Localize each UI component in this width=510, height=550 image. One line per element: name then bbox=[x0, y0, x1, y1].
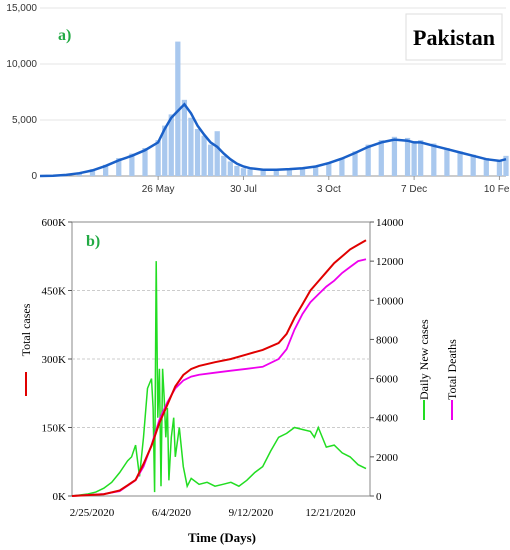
panel-a-bar bbox=[326, 162, 332, 176]
title-box bbox=[405, 13, 503, 61]
left-axis-title: Total cases bbox=[19, 303, 33, 356]
panel-a-bar bbox=[365, 144, 371, 176]
right-axis-title-2-group: Total Deaths bbox=[445, 339, 459, 400]
panel-b-right-tick-label: 0 bbox=[376, 491, 382, 503]
panel-b-right-tick-label: 10000 bbox=[376, 295, 404, 307]
panel-a-average-line bbox=[39, 102, 507, 178]
panel-a-y-tick-label: 15,000 bbox=[6, 3, 37, 14]
total-cases-line bbox=[71, 239, 367, 497]
panel-a-bar bbox=[483, 158, 489, 176]
right-axis-title-1-group: Daily New cases bbox=[417, 319, 431, 400]
panel-a-bar bbox=[142, 148, 148, 176]
panel-b-x-tick-label: 12/21/2020 bbox=[305, 507, 356, 519]
panel-a-x-tick-label: 7 Dec bbox=[401, 184, 427, 195]
panel-a-bar bbox=[411, 141, 417, 176]
panel-b-label: b) bbox=[86, 233, 100, 250]
panel-a-bar bbox=[273, 169, 279, 176]
panel-a-bar bbox=[404, 137, 411, 176]
panel-a-bar bbox=[457, 151, 463, 176]
panel-a-bar bbox=[208, 144, 214, 176]
panel-b-left-tick-label: 450K bbox=[42, 286, 67, 298]
left-axis-title-group: Total cases bbox=[19, 303, 33, 356]
panel-a-bar bbox=[103, 164, 109, 176]
panel-a-bar bbox=[470, 154, 476, 176]
panel-a-bar bbox=[339, 158, 345, 176]
panel-a: 0 5,000 10,000 15,000 26 May 30 Jul 3 Oct 7 De… bbox=[6, 3, 510, 195]
right-axis-title-daily: Daily New cases bbox=[417, 319, 431, 400]
panel-a-bar bbox=[240, 168, 247, 176]
panel-b-x-tick-label: 9/12/2020 bbox=[229, 507, 274, 519]
x-axis-title: Time (Days) bbox=[188, 530, 256, 545]
panel-a-bar bbox=[313, 165, 319, 176]
panel-a-bar bbox=[89, 169, 96, 176]
panel-a-y-tick-label: 10,000 bbox=[6, 59, 37, 70]
panel-b-x-tick-label: 2/25/2020 bbox=[70, 507, 115, 519]
panel-b-right-ticks: 0 2000 4000 6000 8000 10000 12000 14000 bbox=[370, 217, 404, 503]
panel-a-bar bbox=[247, 169, 253, 176]
panel-a-bar bbox=[155, 140, 161, 176]
panel-a-bar bbox=[260, 170, 266, 176]
right-axis-title-deaths: Total Deaths bbox=[445, 339, 459, 400]
panel-a-bar bbox=[181, 99, 188, 176]
panel-a-bar bbox=[201, 135, 207, 176]
daily-new-cases-line bbox=[71, 261, 367, 497]
panel-b-left-tick-label: 300K bbox=[42, 354, 67, 366]
panel-a-label: a) bbox=[58, 27, 71, 44]
panel-a-bar bbox=[129, 153, 135, 176]
panel-a-x-tick-label: 26 May bbox=[142, 184, 175, 195]
panel-a-y-ticks: 0 5,000 10,000 15,000 bbox=[6, 3, 37, 182]
panel-a-x-ticks: 26 May 30 Jul 3 Oct 7 Dec 10 Feb bbox=[142, 176, 510, 195]
panel-b-left-tick-label: 0K bbox=[53, 491, 67, 503]
panel-b-x-ticks: 2/25/2020 6/4/2020 9/12/2020 12/21/2020 bbox=[70, 507, 356, 519]
panel-b-right-tick-label: 8000 bbox=[376, 334, 399, 346]
panel-b-right-tick-label: 6000 bbox=[376, 374, 399, 386]
panel-a-bar bbox=[234, 165, 240, 176]
panel-a-y-tick-label: 5,000 bbox=[12, 115, 37, 126]
panel-a-x-tick-label: 30 Jul bbox=[230, 184, 257, 195]
panel-a-bar bbox=[227, 161, 233, 176]
chart-title: Pakistan bbox=[413, 25, 495, 50]
panel-b: 0K 150K 300K 450K 600K 0 2000 4000 6000 8000 1000… bbox=[19, 217, 459, 545]
panel-a-bar bbox=[352, 151, 358, 176]
panel-a-bar bbox=[194, 128, 201, 176]
panel-b-right-tick-label: 12000 bbox=[376, 256, 404, 268]
panel-a-bar bbox=[188, 117, 194, 176]
panel-a-bars bbox=[50, 41, 509, 176]
panel-b-x-tick-label: 6/4/2020 bbox=[152, 507, 192, 519]
panel-a-x-tick-label: 10 Feb bbox=[484, 184, 510, 195]
panel-b-left-tick-label: 600K bbox=[42, 217, 67, 229]
panel-a-bar bbox=[503, 155, 509, 176]
panel-a-bar bbox=[162, 125, 168, 176]
panel-a-y-tick-label: 0 bbox=[31, 171, 37, 182]
panel-a-bar bbox=[391, 136, 398, 176]
panel-a-bar bbox=[168, 114, 174, 176]
panel-b-right-tick-label: 14000 bbox=[376, 217, 404, 229]
panel-b-left-tick-label: 150K bbox=[42, 423, 67, 435]
panel-a-bar bbox=[431, 143, 437, 176]
panel-a-bar bbox=[116, 158, 122, 176]
panel-a-bar bbox=[378, 140, 384, 176]
panel-b-right-tick-label: 2000 bbox=[376, 452, 399, 464]
panel-a-bar bbox=[418, 140, 424, 176]
panel-b-left-ticks: 0K 150K 300K 450K 600K bbox=[42, 217, 72, 503]
panel-b-plot-area bbox=[71, 221, 371, 497]
panel-a-bar bbox=[221, 155, 227, 176]
panel-a-bar bbox=[175, 41, 181, 176]
panel-b-right-tick-label: 4000 bbox=[376, 413, 399, 425]
panel-a-bar bbox=[214, 131, 220, 176]
panel-a-bar bbox=[286, 169, 293, 176]
panel-a-bar bbox=[299, 168, 306, 176]
panel-a-bar bbox=[444, 148, 450, 176]
panel-a-x-tick-label: 3 Oct bbox=[317, 184, 341, 195]
panel-a-bar bbox=[496, 160, 503, 176]
